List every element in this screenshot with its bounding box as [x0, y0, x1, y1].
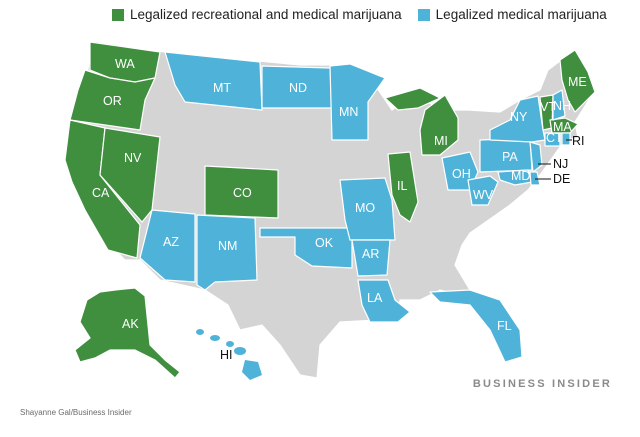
legend-swatch-medical: [417, 8, 430, 21]
state-la: [357, 279, 411, 323]
state-ak: [74, 287, 181, 379]
state-or: [69, 69, 156, 131]
state-md: [497, 169, 533, 186]
label-mo: MO: [355, 201, 375, 215]
state-mn: [329, 63, 386, 141]
label-nj: NJ: [553, 157, 568, 171]
label-nd: ND: [289, 81, 307, 95]
label-fl: FL: [497, 319, 512, 333]
state-fl: [429, 289, 523, 363]
state-hi: [196, 329, 262, 380]
state-ny: [489, 95, 546, 143]
label-mn: MN: [339, 105, 358, 119]
state-mi: [419, 94, 459, 156]
label-wa: WA: [115, 57, 135, 71]
label-il: IL: [397, 179, 407, 193]
label-oh: OH: [452, 167, 471, 181]
label-me: ME: [568, 75, 587, 89]
label-nm: NM: [218, 239, 237, 253]
label-ct: CT: [546, 131, 563, 145]
label-ok: OK: [315, 236, 334, 250]
state-co: [204, 165, 279, 219]
legend-label-medical: Legalized medical marijuana: [435, 7, 607, 22]
state-ma: [549, 117, 579, 134]
brand-logo: BUSINESS INSIDER: [472, 378, 612, 390]
leader-lines: [535, 139, 572, 180]
state-ri: [561, 132, 571, 146]
state-me: [559, 49, 596, 113]
state-az: [139, 209, 196, 283]
label-co: CO: [233, 186, 252, 200]
label-mt: MT: [213, 81, 231, 95]
label-ri: RI: [572, 134, 585, 148]
label-hi: HI: [220, 348, 233, 362]
state-mi-upper: [384, 87, 441, 111]
state-mo: [339, 177, 396, 241]
label-md: MD: [511, 169, 530, 183]
legend-item-medical: Legalized medical marijuana: [417, 7, 607, 22]
legend-label-recreational: Legalized recreational and medical marij…: [130, 7, 402, 22]
legend: Legalized recreational and medical marij…: [112, 7, 607, 22]
label-ma: MA: [553, 120, 572, 134]
label-az: AZ: [163, 235, 179, 249]
label-wv: WV: [473, 188, 494, 202]
label-de: DE: [553, 172, 570, 186]
legend-item-recreational: Legalized recreational and medical marij…: [112, 7, 402, 22]
state-ct: [544, 132, 561, 147]
label-mi: MI: [434, 134, 448, 148]
label-ar: AR: [362, 247, 379, 261]
state-ar: [351, 239, 391, 277]
label-pa: PA: [502, 150, 518, 164]
label-la: LA: [367, 291, 383, 305]
state-il: [387, 151, 419, 223]
state-nh: [552, 89, 566, 121]
label-or: OR: [103, 94, 122, 108]
state-nm: [196, 214, 258, 291]
label-nh: NH: [553, 99, 571, 113]
label-ak: AK: [122, 317, 139, 331]
state-nv: [99, 127, 161, 223]
label-nv: NV: [124, 151, 142, 165]
legend-swatch-recreational: [112, 8, 124, 21]
state-wv: [467, 175, 499, 206]
state-mt: [164, 51, 263, 111]
label-ny: NY: [510, 110, 528, 124]
label-vt: VT: [540, 100, 556, 114]
label-ca: CA: [92, 186, 110, 200]
credit-text: Shayanne Gal/Business Insider: [20, 408, 132, 417]
